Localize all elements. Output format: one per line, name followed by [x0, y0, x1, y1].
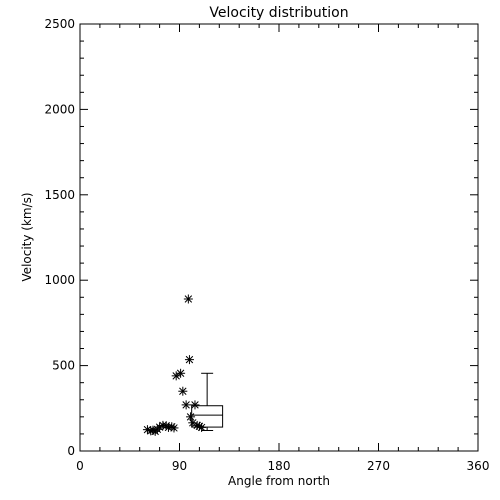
- data-point: [190, 400, 200, 410]
- y-tick-label: 0: [67, 444, 75, 458]
- y-tick-label: 1000: [44, 273, 75, 287]
- data-point: [176, 368, 186, 378]
- data-point: [183, 294, 193, 304]
- x-tick-label: 360: [467, 459, 490, 473]
- boxplot: [191, 372, 224, 432]
- data-points: [142, 294, 207, 436]
- data-point: [184, 355, 194, 365]
- x-tick-label: 270: [367, 459, 390, 473]
- data-point: [178, 386, 188, 396]
- axis-ticks: 0 90 180 270 360 0 500 1000 1500 2000 2500: [44, 17, 489, 473]
- x-axis-label: Angle from north: [228, 474, 330, 488]
- data-point: [169, 423, 179, 433]
- data-point: [197, 422, 207, 432]
- y-tick-label: 1500: [44, 188, 75, 202]
- data-point: [181, 400, 191, 410]
- x-tick-label: 0: [76, 459, 84, 473]
- x-tick-label: 180: [268, 459, 291, 473]
- x-tick-label: 90: [172, 459, 187, 473]
- plot-frame: [79, 23, 479, 452]
- y-axis-label: Velocity (km/s): [20, 192, 34, 281]
- chart-title: Velocity distribution: [209, 5, 348, 21]
- y-tick-label: 500: [52, 359, 75, 373]
- y-tick-label: 2000: [44, 102, 75, 116]
- y-tick-label: 2500: [44, 17, 75, 31]
